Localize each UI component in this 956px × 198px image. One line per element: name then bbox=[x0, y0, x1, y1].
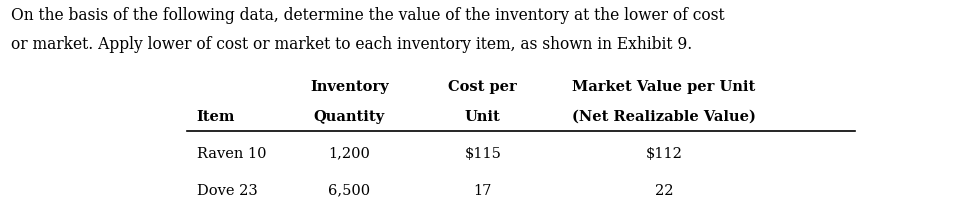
Text: Dove 23: Dove 23 bbox=[197, 184, 257, 198]
Text: Market Value per Unit: Market Value per Unit bbox=[573, 80, 755, 94]
Text: 22: 22 bbox=[655, 184, 673, 198]
Text: Quantity: Quantity bbox=[314, 110, 385, 124]
Text: Inventory: Inventory bbox=[310, 80, 389, 94]
Text: (Net Realizable Value): (Net Realizable Value) bbox=[572, 110, 756, 124]
Text: Unit: Unit bbox=[465, 110, 501, 124]
Text: Item: Item bbox=[197, 110, 235, 124]
Text: 6,500: 6,500 bbox=[328, 184, 370, 198]
Text: $112: $112 bbox=[645, 147, 683, 161]
Text: $115: $115 bbox=[465, 147, 501, 161]
Text: Raven 10: Raven 10 bbox=[197, 147, 267, 161]
Text: On the basis of the following data, determine the value of the inventory at the : On the basis of the following data, dete… bbox=[11, 7, 725, 24]
Text: Cost per: Cost per bbox=[448, 80, 517, 94]
Text: 1,200: 1,200 bbox=[328, 147, 370, 161]
Text: 17: 17 bbox=[473, 184, 492, 198]
Text: or market. Apply lower of cost or market to each inventory item, as shown in Exh: or market. Apply lower of cost or market… bbox=[11, 36, 692, 53]
